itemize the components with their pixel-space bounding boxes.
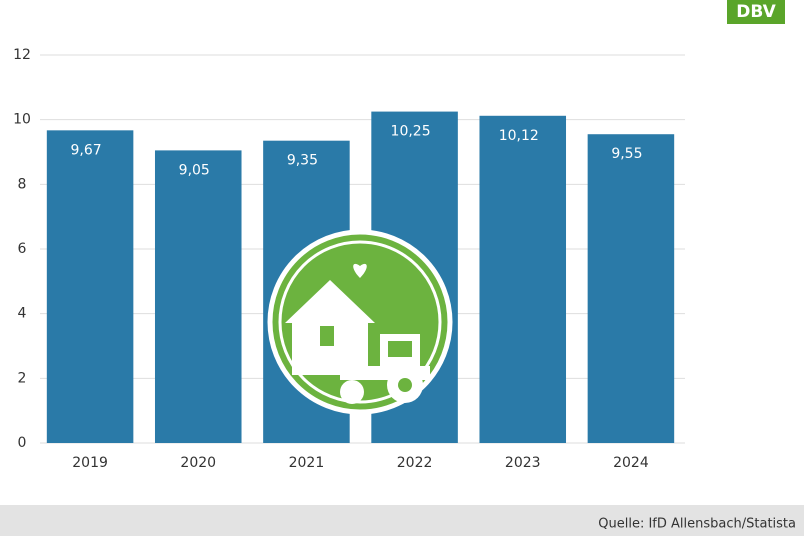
source: Quelle: IfD Allensbach/Statista xyxy=(598,517,796,532)
heart xyxy=(353,263,367,278)
x-tick-label: 2021 xyxy=(289,455,325,471)
x-tick-label: 2020 xyxy=(180,455,216,471)
x-tick-label: 2024 xyxy=(613,455,649,471)
value-label: 9,05 xyxy=(179,162,210,178)
y-tick-label: 4 xyxy=(18,306,27,322)
logo: DBV xyxy=(736,2,776,22)
y-tick-label: 12 xyxy=(13,47,31,63)
y-tick-label: 10 xyxy=(13,112,31,128)
value-label: 9,67 xyxy=(70,142,101,158)
value-label: 10,12 xyxy=(499,128,539,144)
window xyxy=(320,326,334,346)
value-label: 10,25 xyxy=(391,124,431,140)
wheel xyxy=(340,380,364,404)
x-tick-label: 2022 xyxy=(397,455,433,471)
x-tick-label: 2023 xyxy=(505,455,541,471)
tractor-window xyxy=(388,341,412,357)
bar xyxy=(154,150,242,443)
value-label: 9,35 xyxy=(287,153,318,169)
logo-box xyxy=(727,0,785,24)
hub xyxy=(398,378,412,392)
emblem xyxy=(267,229,453,415)
y-tick-label: 8 xyxy=(18,176,27,192)
y-tick-label: 0 xyxy=(18,435,27,451)
y-tick-label: 6 xyxy=(18,241,27,257)
footer xyxy=(0,505,804,536)
bar xyxy=(587,134,675,443)
y-tick-label: 2 xyxy=(18,370,27,386)
value-label: 9,55 xyxy=(611,146,642,162)
bar xyxy=(46,130,134,443)
bar xyxy=(479,115,567,443)
x-tick-label: 2019 xyxy=(72,455,108,471)
emblem-ring xyxy=(278,240,442,404)
